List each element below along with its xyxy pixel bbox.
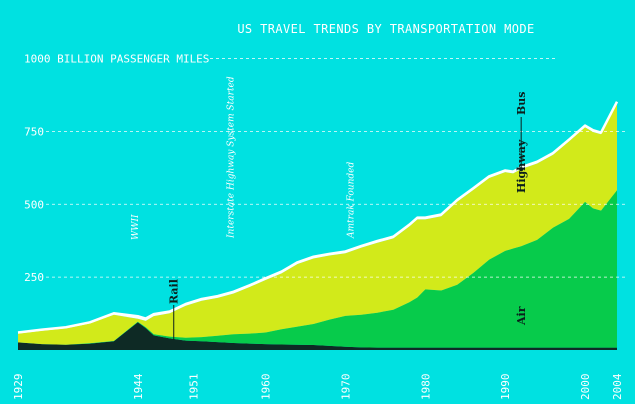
x-tick-label: 1944	[132, 373, 145, 400]
x-tick-label: 2000	[579, 374, 592, 401]
x-tick-label: 1929	[12, 374, 25, 401]
y-tick-label: 750	[24, 125, 44, 138]
series-label-air: Air	[515, 306, 528, 326]
event-annotation: WWII	[131, 214, 141, 240]
event-annotation: Interstate Highway System Started	[227, 76, 237, 239]
x-tick-label: 1990	[499, 374, 512, 400]
y-tick-label: 250	[24, 271, 44, 284]
series-label-bus: Bus	[515, 92, 528, 116]
x-tick-label: 1960	[260, 374, 273, 401]
y-tick-label: 500	[24, 198, 44, 211]
x-tick-label: 1980	[419, 374, 432, 401]
chart-title: US TRAVEL TRENDS BY TRANSPORTATION MODE	[237, 22, 534, 36]
area-rail	[18, 322, 617, 350]
x-tick-label: 2004	[611, 373, 624, 400]
area-highway	[18, 103, 617, 345]
event-annotation: Amtrak Founded	[346, 162, 356, 239]
total-outline	[17, 101, 619, 334]
x-tick-label: 1951	[188, 374, 201, 401]
x-tick-label: 1970	[339, 374, 352, 401]
series-label-rail: Rail	[168, 279, 181, 304]
area-air	[18, 190, 617, 348]
y-unit-label: 1000 BILLION PASSENGER MILES	[24, 53, 209, 66]
